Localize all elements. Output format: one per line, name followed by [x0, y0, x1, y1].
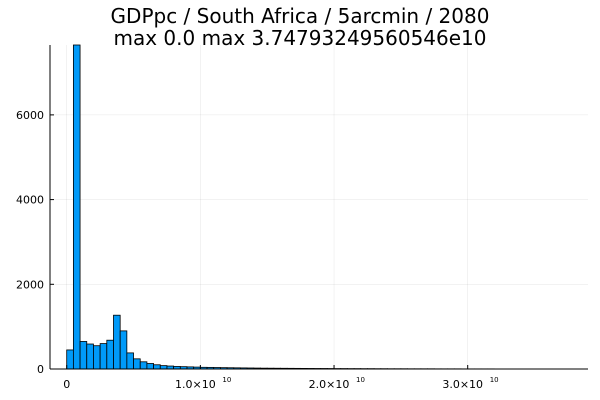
histogram-bar	[119, 330, 128, 370]
chart-subtitle: max 0.0 max 3.74793249560546e10	[113, 26, 487, 50]
histogram-bar	[153, 364, 161, 370]
histogram-bar	[146, 363, 154, 370]
x-tick-exponent: 10	[356, 376, 365, 384]
histogram-bar	[93, 345, 101, 370]
histogram-bar	[106, 339, 114, 370]
histogram-bar	[126, 352, 134, 370]
x-tick-exponent: 10	[490, 376, 499, 384]
histogram-bar	[79, 341, 88, 370]
histogram-bar	[113, 314, 121, 370]
histogram-bar	[133, 358, 141, 370]
y-tick-label: 6000	[16, 109, 44, 122]
x-tick-label: 0	[63, 378, 70, 391]
histogram-bar	[139, 361, 148, 370]
y-tick-label: 2000	[16, 278, 44, 291]
y-tick-label: 4000	[16, 194, 44, 207]
x-tick-label: 3.0×10	[442, 378, 483, 391]
y-tick-label: 0	[37, 363, 44, 376]
x-tick-label: 1.0×10	[175, 378, 216, 391]
chart-title: GDPpc / South Africa / 5arcmin / 2080	[110, 4, 490, 28]
histogram-bar	[86, 343, 94, 370]
histogram-bar	[72, 44, 81, 370]
histogram-bar	[159, 365, 168, 370]
histogram-bar	[66, 349, 74, 370]
histogram-bar	[99, 343, 108, 370]
x-tick-label: 2.0×10	[309, 378, 350, 391]
x-tick-exponent: 10	[222, 376, 231, 384]
